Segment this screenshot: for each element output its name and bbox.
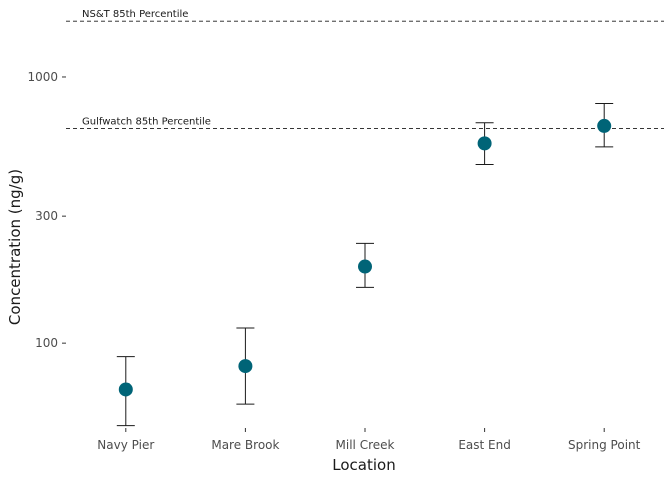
x-tick-label: Navy Pier [97, 438, 154, 452]
data-point-group [595, 102, 614, 148]
data-point [358, 259, 372, 274]
data-point-group [356, 242, 374, 288]
y-axis: 100 300 1000 [27, 70, 66, 350]
x-axis-title: Location [332, 456, 395, 474]
reference-line-label: NS&T 85th Percentile [82, 9, 188, 20]
data-point [477, 136, 492, 151]
x-axis: Navy Pier Mare Brook Mill Creek East End Spr… [97, 428, 641, 452]
data-marks [116, 102, 614, 427]
y-tick-label: 300 [35, 209, 58, 223]
x-tick-label: East End [458, 438, 511, 452]
x-tick-label: Mill Creek [336, 438, 395, 452]
data-point-group [116, 356, 135, 427]
reference-lines: NS&T 85th Percentile Gulfwatch 85th Perce… [66, 9, 664, 130]
y-axis-title: Concentration (ng/g) [6, 169, 24, 325]
reference-line-label: Gulfwatch 85th Percentile [82, 117, 211, 128]
data-point [597, 118, 612, 133]
data-point-group [475, 122, 494, 166]
data-point [118, 382, 133, 397]
x-tick-label: Mare Brook [211, 438, 279, 452]
y-tick-label: 100 [35, 336, 58, 350]
data-point-group [236, 327, 255, 405]
data-point [238, 359, 253, 374]
y-tick-label: 1000 [27, 70, 58, 84]
x-tick-label: Spring Point [568, 438, 641, 452]
